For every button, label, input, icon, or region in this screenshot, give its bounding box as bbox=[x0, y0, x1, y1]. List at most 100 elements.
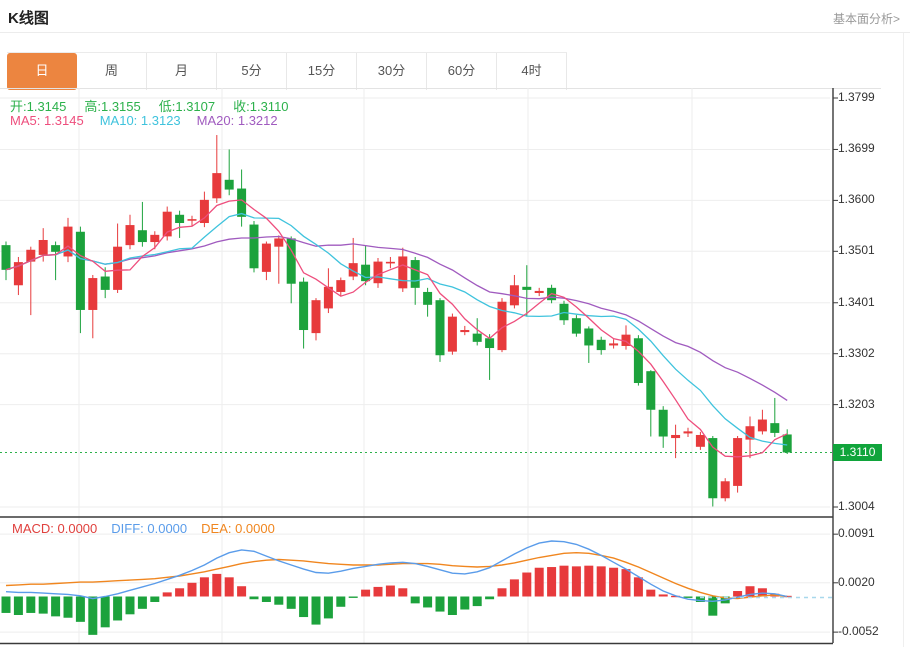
macd-bar bbox=[373, 586, 383, 597]
candle-body bbox=[361, 264, 371, 282]
tab-周[interactable]: 周 bbox=[77, 53, 147, 90]
ma5-line bbox=[5, 199, 788, 458]
candle-body bbox=[596, 339, 606, 351]
candle-body bbox=[373, 261, 383, 284]
candle-body bbox=[100, 276, 110, 290]
tab-4时[interactable]: 4时 bbox=[497, 53, 567, 90]
macd-bar bbox=[162, 592, 172, 597]
price-axis-label: 1.3600 bbox=[838, 192, 875, 207]
ohlc-readout: 开:1.3145 高:1.3155 低:1.3107 收:1.3110 bbox=[10, 96, 307, 115]
macd-bar bbox=[559, 565, 569, 597]
candle-body bbox=[571, 318, 581, 334]
tab-日[interactable]: 日 bbox=[7, 53, 77, 90]
macd-bar bbox=[361, 589, 371, 597]
candle-body bbox=[683, 431, 693, 434]
macd-bar bbox=[646, 589, 656, 597]
tab-5分[interactable]: 5分 bbox=[217, 53, 287, 90]
macd-bar bbox=[224, 577, 234, 597]
price-axis-label: 1.3302 bbox=[838, 345, 875, 360]
macd-bar bbox=[51, 596, 61, 617]
macd-bar bbox=[547, 567, 557, 597]
macd-bar bbox=[137, 596, 147, 609]
candle-body bbox=[237, 188, 247, 217]
widget-right-border bbox=[903, 33, 904, 647]
timeframe-tabs: 日周月 5分 15分 30分 60分 4时 bbox=[7, 52, 567, 90]
macd-bar bbox=[497, 588, 507, 597]
macd-bar bbox=[299, 596, 309, 618]
candle-body bbox=[348, 263, 358, 277]
candle-body bbox=[261, 243, 271, 272]
current-price-tag: 1.3110 bbox=[833, 443, 882, 461]
macd-bar bbox=[398, 588, 408, 597]
macd-bar bbox=[658, 594, 668, 597]
candle-body bbox=[447, 316, 457, 352]
macd-bar bbox=[485, 596, 495, 600]
candle-body bbox=[125, 225, 135, 246]
candle-body bbox=[175, 214, 185, 224]
candle-body bbox=[671, 434, 681, 439]
candle-body bbox=[633, 338, 643, 384]
candle-body bbox=[274, 238, 284, 247]
macd-bar bbox=[1, 596, 11, 613]
macd-bar bbox=[13, 596, 23, 615]
candle-body bbox=[782, 434, 792, 453]
candle-body bbox=[472, 333, 482, 342]
candle-body bbox=[187, 219, 197, 221]
tab-60分[interactable]: 60分 bbox=[427, 53, 497, 90]
macd-bar bbox=[125, 596, 135, 615]
candle-body bbox=[745, 426, 755, 440]
ohlc-row-item: 开:1.3145 bbox=[10, 99, 67, 114]
tab-30分[interactable]: 30分 bbox=[357, 53, 427, 90]
candle-body bbox=[323, 286, 333, 309]
macd-axis-label: -0.0052 bbox=[838, 624, 879, 639]
candle-body bbox=[88, 278, 98, 310]
macd-bar bbox=[26, 596, 36, 613]
macd-bar bbox=[38, 596, 48, 614]
macd-bar bbox=[237, 586, 247, 597]
candle-body bbox=[113, 246, 123, 290]
tab-月[interactable]: 月 bbox=[147, 53, 217, 90]
candle-body bbox=[26, 249, 36, 262]
macd-row-item: DEA: 0.0000 bbox=[201, 521, 275, 536]
candle-body bbox=[137, 230, 147, 243]
macd-bar bbox=[261, 596, 271, 602]
candle-body bbox=[249, 224, 259, 269]
tab-15分[interactable]: 15分 bbox=[287, 53, 357, 90]
macd-bar bbox=[509, 579, 519, 597]
macd-bar bbox=[63, 596, 73, 618]
candle-body bbox=[336, 280, 346, 292]
candle-body bbox=[410, 260, 420, 288]
candle-body bbox=[199, 199, 209, 224]
macd-bar bbox=[621, 569, 631, 597]
ma-row-item: MA5: 1.3145 bbox=[10, 113, 84, 128]
macd-bar bbox=[596, 566, 606, 597]
macd-axis-label: 0.0020 bbox=[838, 574, 875, 589]
candle-body bbox=[286, 238, 296, 284]
macd-bar bbox=[274, 596, 284, 605]
candle-body bbox=[75, 231, 85, 310]
candle-body bbox=[695, 434, 705, 447]
candle-body bbox=[770, 423, 780, 433]
price-axis-label: 1.3799 bbox=[838, 90, 875, 104]
ma10-line bbox=[5, 212, 788, 446]
macd-bar bbox=[460, 596, 470, 610]
macd-bar bbox=[423, 596, 433, 608]
candle-body bbox=[757, 419, 767, 432]
candle-body bbox=[646, 371, 656, 410]
macd-bar bbox=[410, 596, 420, 604]
price-axis-label: 1.3203 bbox=[838, 396, 875, 411]
candle-body bbox=[733, 438, 743, 486]
macd-readout: MACD: 0.0000 DIFF: 0.0000 DEA: 0.0000 bbox=[12, 521, 289, 536]
ohlc-row-item: 低:1.3107 bbox=[158, 99, 216, 114]
candle-body bbox=[522, 286, 532, 290]
candle-body bbox=[460, 330, 470, 333]
macd-bar bbox=[75, 596, 85, 622]
candle-body bbox=[658, 409, 668, 437]
price-axis-label: 1.3501 bbox=[838, 243, 875, 258]
candle-body bbox=[720, 481, 730, 499]
fundamental-analysis-link[interactable]: 基本面分析> bbox=[832, 12, 900, 26]
macd-bar bbox=[534, 567, 544, 597]
tabs-underline bbox=[0, 88, 881, 89]
